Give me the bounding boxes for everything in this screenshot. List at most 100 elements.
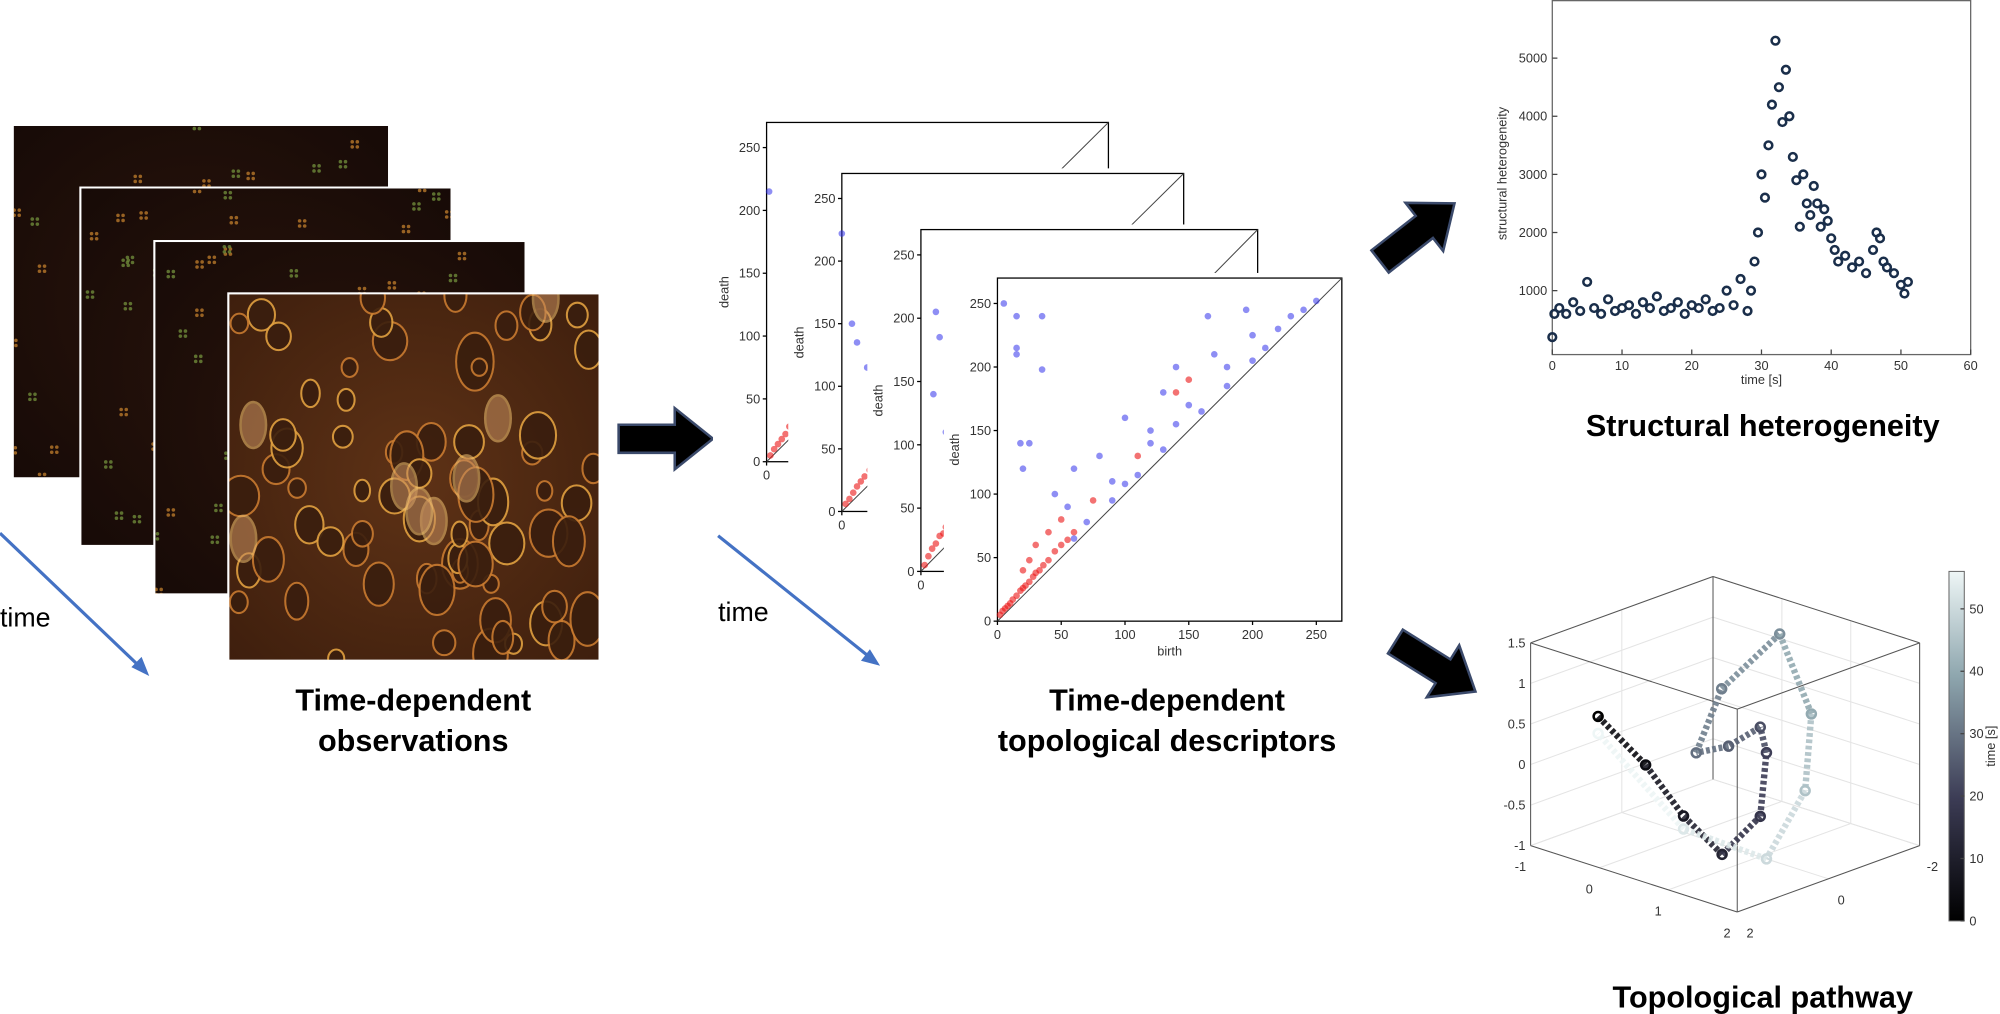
feature-point — [849, 489, 857, 497]
data-point — [1794, 221, 1805, 232]
data-point — [1801, 198, 1812, 209]
feature-point — [1089, 497, 1097, 504]
grain — [452, 454, 481, 503]
crystal — [192, 189, 197, 194]
data-point — [1808, 180, 1819, 192]
crystal — [355, 145, 360, 149]
crystal — [316, 526, 345, 557]
data-point — [1756, 169, 1767, 180]
crystal — [327, 648, 346, 661]
y-tick-label: 5000 — [1519, 51, 1547, 66]
y-tick-label: 4000 — [1519, 109, 1547, 124]
feature-point — [1017, 439, 1024, 447]
crystal — [444, 210, 449, 214]
crystal — [116, 213, 120, 218]
crystal — [42, 264, 47, 268]
crystal — [297, 224, 302, 228]
crystal — [94, 231, 99, 236]
crystal — [195, 313, 199, 318]
grain — [483, 394, 513, 443]
feature-point — [1036, 567, 1043, 574]
crystal — [35, 217, 40, 221]
feature-point — [1045, 528, 1052, 536]
x-tick-label: 20 — [1685, 358, 1699, 373]
crystal — [236, 174, 241, 179]
crystal — [355, 140, 360, 144]
persistence-diagrams: 005050100100150150200200250250deathbirth… — [713, 117, 1345, 668]
crystal — [392, 281, 397, 285]
data-point — [1867, 244, 1879, 256]
x-tick-label: 2 — [1723, 925, 1730, 940]
trajectory-point — [1805, 708, 1818, 720]
crystal — [246, 171, 250, 176]
feature-point — [1051, 547, 1059, 555]
feature-point — [765, 188, 773, 195]
y-tick-label: 200 — [814, 254, 835, 269]
crystal — [123, 306, 128, 311]
crystal — [450, 520, 469, 548]
crystal — [223, 190, 228, 195]
crystal — [317, 164, 321, 168]
crystal — [138, 174, 143, 179]
trajectory-segment — [1801, 713, 1815, 791]
crystal — [359, 293, 387, 315]
crystal — [491, 619, 515, 655]
z-tick-label: 1 — [1518, 676, 1525, 691]
crystal — [336, 387, 356, 412]
crystal — [300, 378, 321, 409]
data-point — [1763, 140, 1774, 151]
feature-point — [1287, 312, 1295, 320]
data-point — [1752, 227, 1764, 238]
crystal — [412, 202, 416, 206]
data-point — [1602, 294, 1614, 305]
feature-point — [1026, 578, 1033, 586]
crystal — [228, 190, 233, 195]
feature-point — [1026, 556, 1033, 564]
trajectory-point — [1677, 810, 1690, 822]
data-point — [1721, 285, 1732, 296]
crystal — [49, 450, 54, 455]
data-point — [1840, 250, 1851, 261]
y-tick-label: 0 — [1838, 892, 1845, 907]
data-point — [1812, 198, 1823, 209]
crystal — [14, 343, 18, 348]
feature-point — [770, 445, 778, 453]
crystal — [183, 334, 188, 338]
arrow-head — [860, 649, 881, 666]
y-tick-label: 150 — [739, 266, 760, 281]
data-point — [1637, 297, 1649, 308]
feature-point — [853, 483, 861, 490]
colorbar-tick-label: 40 — [1969, 664, 1983, 679]
x-tick-label: -1 — [1515, 859, 1526, 874]
crystal — [338, 159, 343, 164]
crystal — [123, 301, 128, 306]
data-point — [1568, 297, 1579, 308]
y-tick-label: 100 — [970, 487, 991, 502]
y-tick-label: 1000 — [1519, 283, 1547, 298]
crystal — [30, 222, 35, 226]
crystal — [195, 308, 199, 312]
crystal — [171, 508, 176, 512]
feature-point — [1300, 306, 1307, 314]
feature-point — [930, 390, 937, 398]
data-point — [1798, 169, 1809, 180]
feature-point — [1064, 536, 1071, 544]
crystal — [114, 516, 119, 520]
feature-point — [1070, 528, 1078, 536]
data-point — [1589, 302, 1600, 314]
crystal — [49, 445, 54, 449]
crystal — [121, 263, 125, 268]
box-edge — [1530, 845, 1738, 913]
crystal — [89, 231, 94, 236]
crystal — [302, 219, 307, 223]
data-point — [1549, 308, 1560, 319]
crystal — [457, 251, 462, 256]
crystal — [219, 508, 223, 513]
grain — [531, 293, 560, 323]
crystal — [37, 269, 42, 274]
crystal — [90, 290, 95, 294]
crystal — [297, 219, 302, 223]
diagonal — [997, 277, 1343, 622]
box-edge — [1530, 642, 1738, 710]
x-tick-label: 30 — [1754, 358, 1768, 373]
